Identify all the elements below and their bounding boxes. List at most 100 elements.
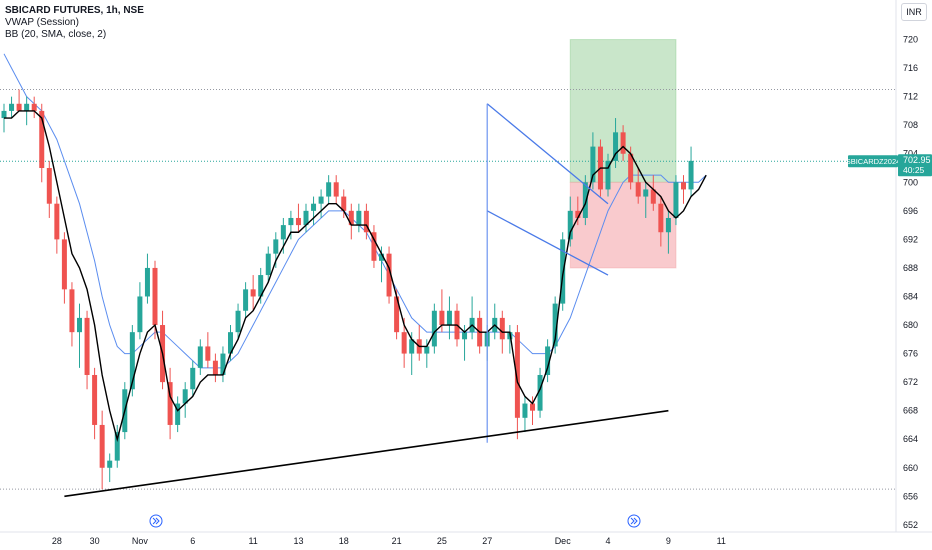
event-marker-1[interactable] xyxy=(149,514,163,528)
candle-75 xyxy=(567,196,573,247)
candle-body xyxy=(84,317,90,375)
candle-87 xyxy=(658,196,664,247)
candle-76 xyxy=(575,196,581,226)
candle-body xyxy=(514,332,520,418)
time-tick-label: 30 xyxy=(90,536,100,546)
candle-13 xyxy=(99,410,105,490)
candle-body xyxy=(182,389,188,404)
candle-body xyxy=(665,217,671,233)
candle-41 xyxy=(311,196,317,226)
price-tick-label: 716 xyxy=(903,63,918,73)
candle-6 xyxy=(46,160,52,218)
candle-43 xyxy=(326,175,332,204)
price-tick-label: 684 xyxy=(903,291,918,301)
candle-body xyxy=(394,296,400,333)
candle-body xyxy=(620,132,626,154)
candle-10 xyxy=(77,303,82,368)
candle-85 xyxy=(643,182,649,218)
candle-body xyxy=(114,432,120,461)
candle-78 xyxy=(590,132,596,190)
time-tick-label: 11 xyxy=(248,536,257,546)
candle-42 xyxy=(318,189,324,218)
candle-body xyxy=(250,289,256,297)
candle-body xyxy=(16,103,22,111)
candle-body xyxy=(228,332,233,354)
legend-vwap[interactable]: VWAP (Session) xyxy=(5,17,79,28)
time-tick-label: 27 xyxy=(482,536,492,546)
time-tick-label: 9 xyxy=(666,536,671,546)
candle-69 xyxy=(522,396,528,433)
trend-drawings[interactable] xyxy=(64,103,669,498)
candle-31 xyxy=(235,303,241,340)
candle-body xyxy=(303,210,309,226)
candle-body xyxy=(175,403,181,425)
candle-23 xyxy=(175,396,181,433)
chart-legend: SBICARD FUTURES, 1h, NSE VWAP (Session) … xyxy=(5,5,144,41)
candle-body xyxy=(424,346,430,354)
candle-body xyxy=(190,367,196,390)
candle-body xyxy=(650,189,656,204)
candle-40 xyxy=(303,203,309,233)
candle-body xyxy=(235,310,241,333)
flag-lower-line xyxy=(486,210,609,276)
price-tick-label: 664 xyxy=(903,434,918,444)
candle-89 xyxy=(673,175,679,226)
candle-4 xyxy=(31,96,37,119)
candle-25 xyxy=(190,360,196,397)
candle-body xyxy=(295,217,301,226)
candle-8 xyxy=(61,232,67,304)
legend-symbol[interactable]: SBICARD FUTURES, 1h, NSE xyxy=(5,5,144,16)
candle-38 xyxy=(288,210,294,240)
candle-body xyxy=(462,332,468,340)
candle-27 xyxy=(205,332,211,368)
time-axis[interactable]: 28 30 Nov 6 11 13 18 21 25 27 Dec 4 9 11 xyxy=(52,536,726,546)
candle-body xyxy=(167,382,173,425)
price-label-box xyxy=(898,154,932,177)
price-tick-label: 660 xyxy=(903,463,918,473)
candle-9 xyxy=(69,282,75,347)
candle-14 xyxy=(107,453,113,483)
candle-body xyxy=(77,317,82,333)
candle-47 xyxy=(356,203,362,233)
candle-body xyxy=(288,217,294,226)
candle-28 xyxy=(212,353,218,383)
candle-body xyxy=(379,253,384,261)
candle-77 xyxy=(582,175,588,226)
candle-5 xyxy=(39,103,45,183)
time-tick-label: Dec xyxy=(555,536,572,546)
candle-body xyxy=(401,332,407,354)
candle-body xyxy=(46,168,52,204)
candle-body xyxy=(107,460,113,468)
price-tick-label: 700 xyxy=(903,177,918,187)
price-tick-label: 688 xyxy=(903,263,918,273)
candle-46 xyxy=(348,203,354,240)
candle-body xyxy=(658,203,664,233)
candle-24 xyxy=(182,382,188,418)
candle-72 xyxy=(545,339,551,383)
candle-body xyxy=(137,296,143,333)
candle-39 xyxy=(295,203,301,233)
time-tick-label: 11 xyxy=(717,536,726,546)
candle-2 xyxy=(16,89,22,111)
candle-22 xyxy=(167,367,173,440)
candle-body xyxy=(446,310,452,326)
candle-33 xyxy=(250,275,256,311)
support-trendline xyxy=(64,409,669,498)
legend-bb[interactable]: BB (20, SMA, close, 2) xyxy=(5,29,107,40)
candle-body xyxy=(326,182,332,197)
price-tick-label: 696 xyxy=(903,206,918,216)
candle-73 xyxy=(552,296,558,354)
candle-body xyxy=(567,210,573,240)
candle-body xyxy=(24,103,30,111)
price-axis[interactable]: 652 656 660 664 668 672 676 680 684 688 692 696 700 7… xyxy=(903,35,918,530)
candle-body xyxy=(673,182,679,218)
time-tick-label: 21 xyxy=(392,536,402,546)
currency-button[interactable]: INR xyxy=(901,3,927,21)
candle-32 xyxy=(243,282,249,318)
candle-48 xyxy=(363,203,369,240)
candle-body xyxy=(205,346,211,361)
event-marker-2[interactable] xyxy=(627,514,641,528)
